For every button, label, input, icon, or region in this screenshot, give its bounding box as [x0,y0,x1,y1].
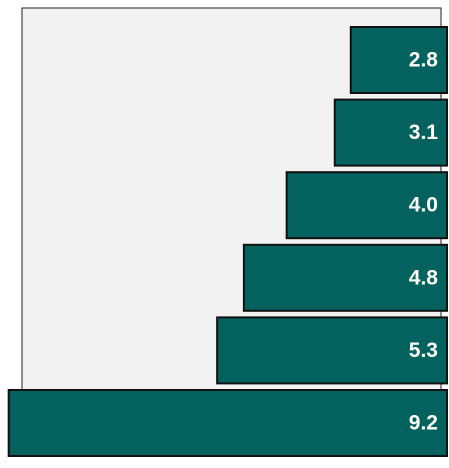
bar [333,98,448,167]
bar [7,389,448,457]
value-label: 3.1 [409,121,439,144]
value-label: 2.8 [409,49,439,72]
value-label: 4.0 [409,194,438,217]
bar [349,26,448,94]
value-label: 9.2 [409,412,438,435]
bar [285,171,448,240]
value-label: 5.3 [409,339,438,362]
bar [242,243,448,312]
value-label: 4.8 [409,266,439,289]
bar [216,316,448,385]
